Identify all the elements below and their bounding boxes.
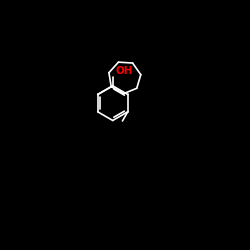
Text: OH: OH: [115, 66, 132, 76]
